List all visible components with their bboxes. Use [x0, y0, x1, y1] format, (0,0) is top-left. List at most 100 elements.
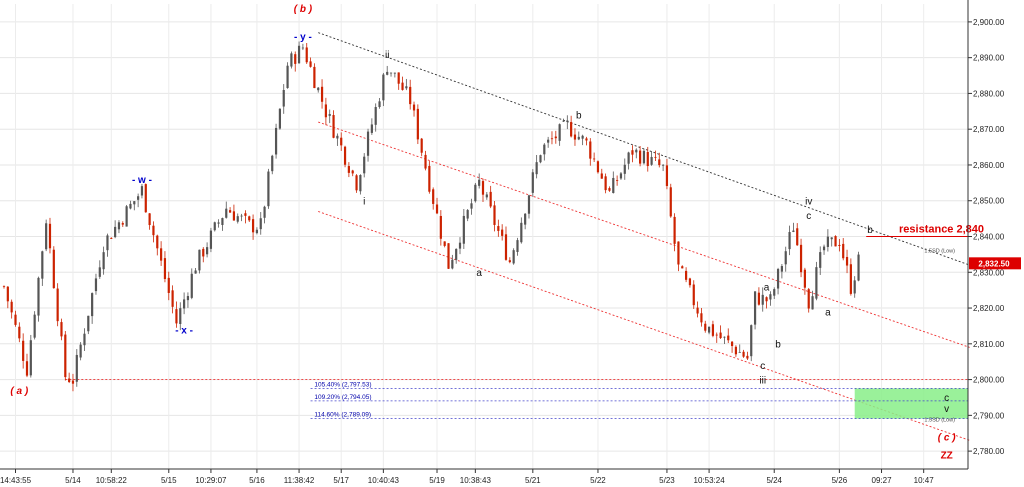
candle-body [796, 228, 799, 246]
candle-body [834, 236, 837, 247]
candle-body [558, 124, 561, 141]
candle-body [236, 216, 239, 222]
candle-body [332, 115, 335, 138]
x-tick-label: 10:29:07 [195, 476, 227, 485]
candle-body [481, 181, 485, 195]
candle-body [474, 184, 477, 202]
candle-body [845, 256, 849, 266]
candle-body [190, 273, 193, 298]
candle-body [10, 301, 13, 313]
candle-body [612, 177, 615, 193]
wave-label: iii [759, 375, 766, 386]
candle-body [114, 226, 117, 238]
wave-label: ( c ) [938, 433, 956, 444]
candle-body [589, 141, 592, 159]
candle-body [328, 114, 331, 116]
candle-body [160, 248, 163, 261]
candle-body [842, 243, 845, 259]
candle-body [363, 156, 366, 174]
candle-body [665, 165, 669, 186]
candle-body [662, 164, 665, 166]
candle-body [117, 222, 121, 230]
candle-body [547, 139, 550, 143]
fibonacci-levels: 105.40% (2,797.53) 109.20% (2,794.05) 114.… [65, 224, 984, 423]
wave-label: b [775, 340, 781, 351]
candle-body [428, 165, 431, 192]
candle-body [221, 218, 224, 225]
candle-body [853, 280, 856, 294]
candle-body [194, 270, 197, 274]
candle-body [451, 259, 454, 269]
candle-body [673, 216, 676, 244]
candle-body [719, 332, 722, 339]
gridlines [0, 4, 968, 469]
candle-body [478, 179, 481, 186]
candle-body [68, 378, 71, 383]
wave-label: ( a ) [10, 386, 28, 397]
candle-body [255, 229, 259, 234]
candle-body [761, 294, 764, 305]
candle-body [290, 53, 293, 67]
wave-label: - y - [294, 32, 312, 43]
x-tick-label: 10:47 [914, 476, 935, 485]
candle-body [106, 235, 109, 251]
wave-label: c [944, 393, 949, 404]
y-tick-label: 2,900.00 [973, 18, 1005, 27]
candle-body [274, 127, 278, 155]
candle-body [91, 293, 94, 317]
candle-body [340, 137, 343, 146]
candle-body [700, 313, 703, 323]
x-tick-label: 10:58:22 [96, 476, 128, 485]
y-tick-label: 2,860.00 [973, 161, 1005, 170]
candle-body [501, 229, 504, 236]
candle-body [48, 223, 52, 249]
target-zone [854, 388, 968, 419]
candle-body [811, 296, 814, 310]
candle-body [355, 175, 358, 191]
fib-label: 105.40% (2,797.53) [314, 381, 371, 388]
candle-body [83, 333, 86, 346]
candle-body [730, 341, 734, 347]
candle-body [171, 290, 174, 307]
candle-body [424, 154, 427, 169]
candle-body [696, 307, 699, 314]
candle-body [792, 230, 795, 232]
candle-body [263, 206, 266, 218]
candle-body [144, 184, 147, 213]
wave-label: b [867, 225, 873, 236]
candle-body [780, 266, 783, 272]
candle-body [750, 325, 753, 357]
candle-body [52, 249, 55, 289]
candle-body [669, 187, 672, 217]
y-tick-label: 2,850.00 [973, 197, 1005, 206]
candle-body [359, 175, 362, 192]
candle-body [585, 138, 588, 141]
candle-body [543, 144, 546, 155]
candle-body [654, 156, 657, 158]
y-tick-label: 2,880.00 [973, 89, 1005, 98]
candle-body [769, 294, 772, 300]
candle-body [838, 244, 841, 246]
candle-body [704, 323, 707, 331]
candle-body [282, 89, 285, 107]
candle-body [389, 72, 393, 74]
wave-label: c [760, 361, 765, 372]
fib-label: 114.60% (2,789.09) [314, 412, 371, 419]
candle-body [202, 248, 205, 257]
sd-label: 1.5SD (Low) [924, 249, 955, 255]
resistance-label: resistance 2,840 [899, 224, 984, 236]
x-tick-label: 5/14 [65, 476, 81, 485]
candle-body [2, 286, 6, 288]
candle-body [102, 252, 105, 270]
candle-body [493, 205, 496, 225]
candle-body [129, 203, 132, 209]
candle-body [753, 291, 757, 325]
candle-body [566, 120, 569, 122]
candle-body [37, 277, 40, 316]
candle-body [658, 159, 661, 166]
candles [2, 41, 860, 392]
candle-body [692, 284, 695, 306]
candle-body [286, 65, 289, 89]
candle-body [688, 278, 692, 286]
candle-body [294, 54, 297, 64]
